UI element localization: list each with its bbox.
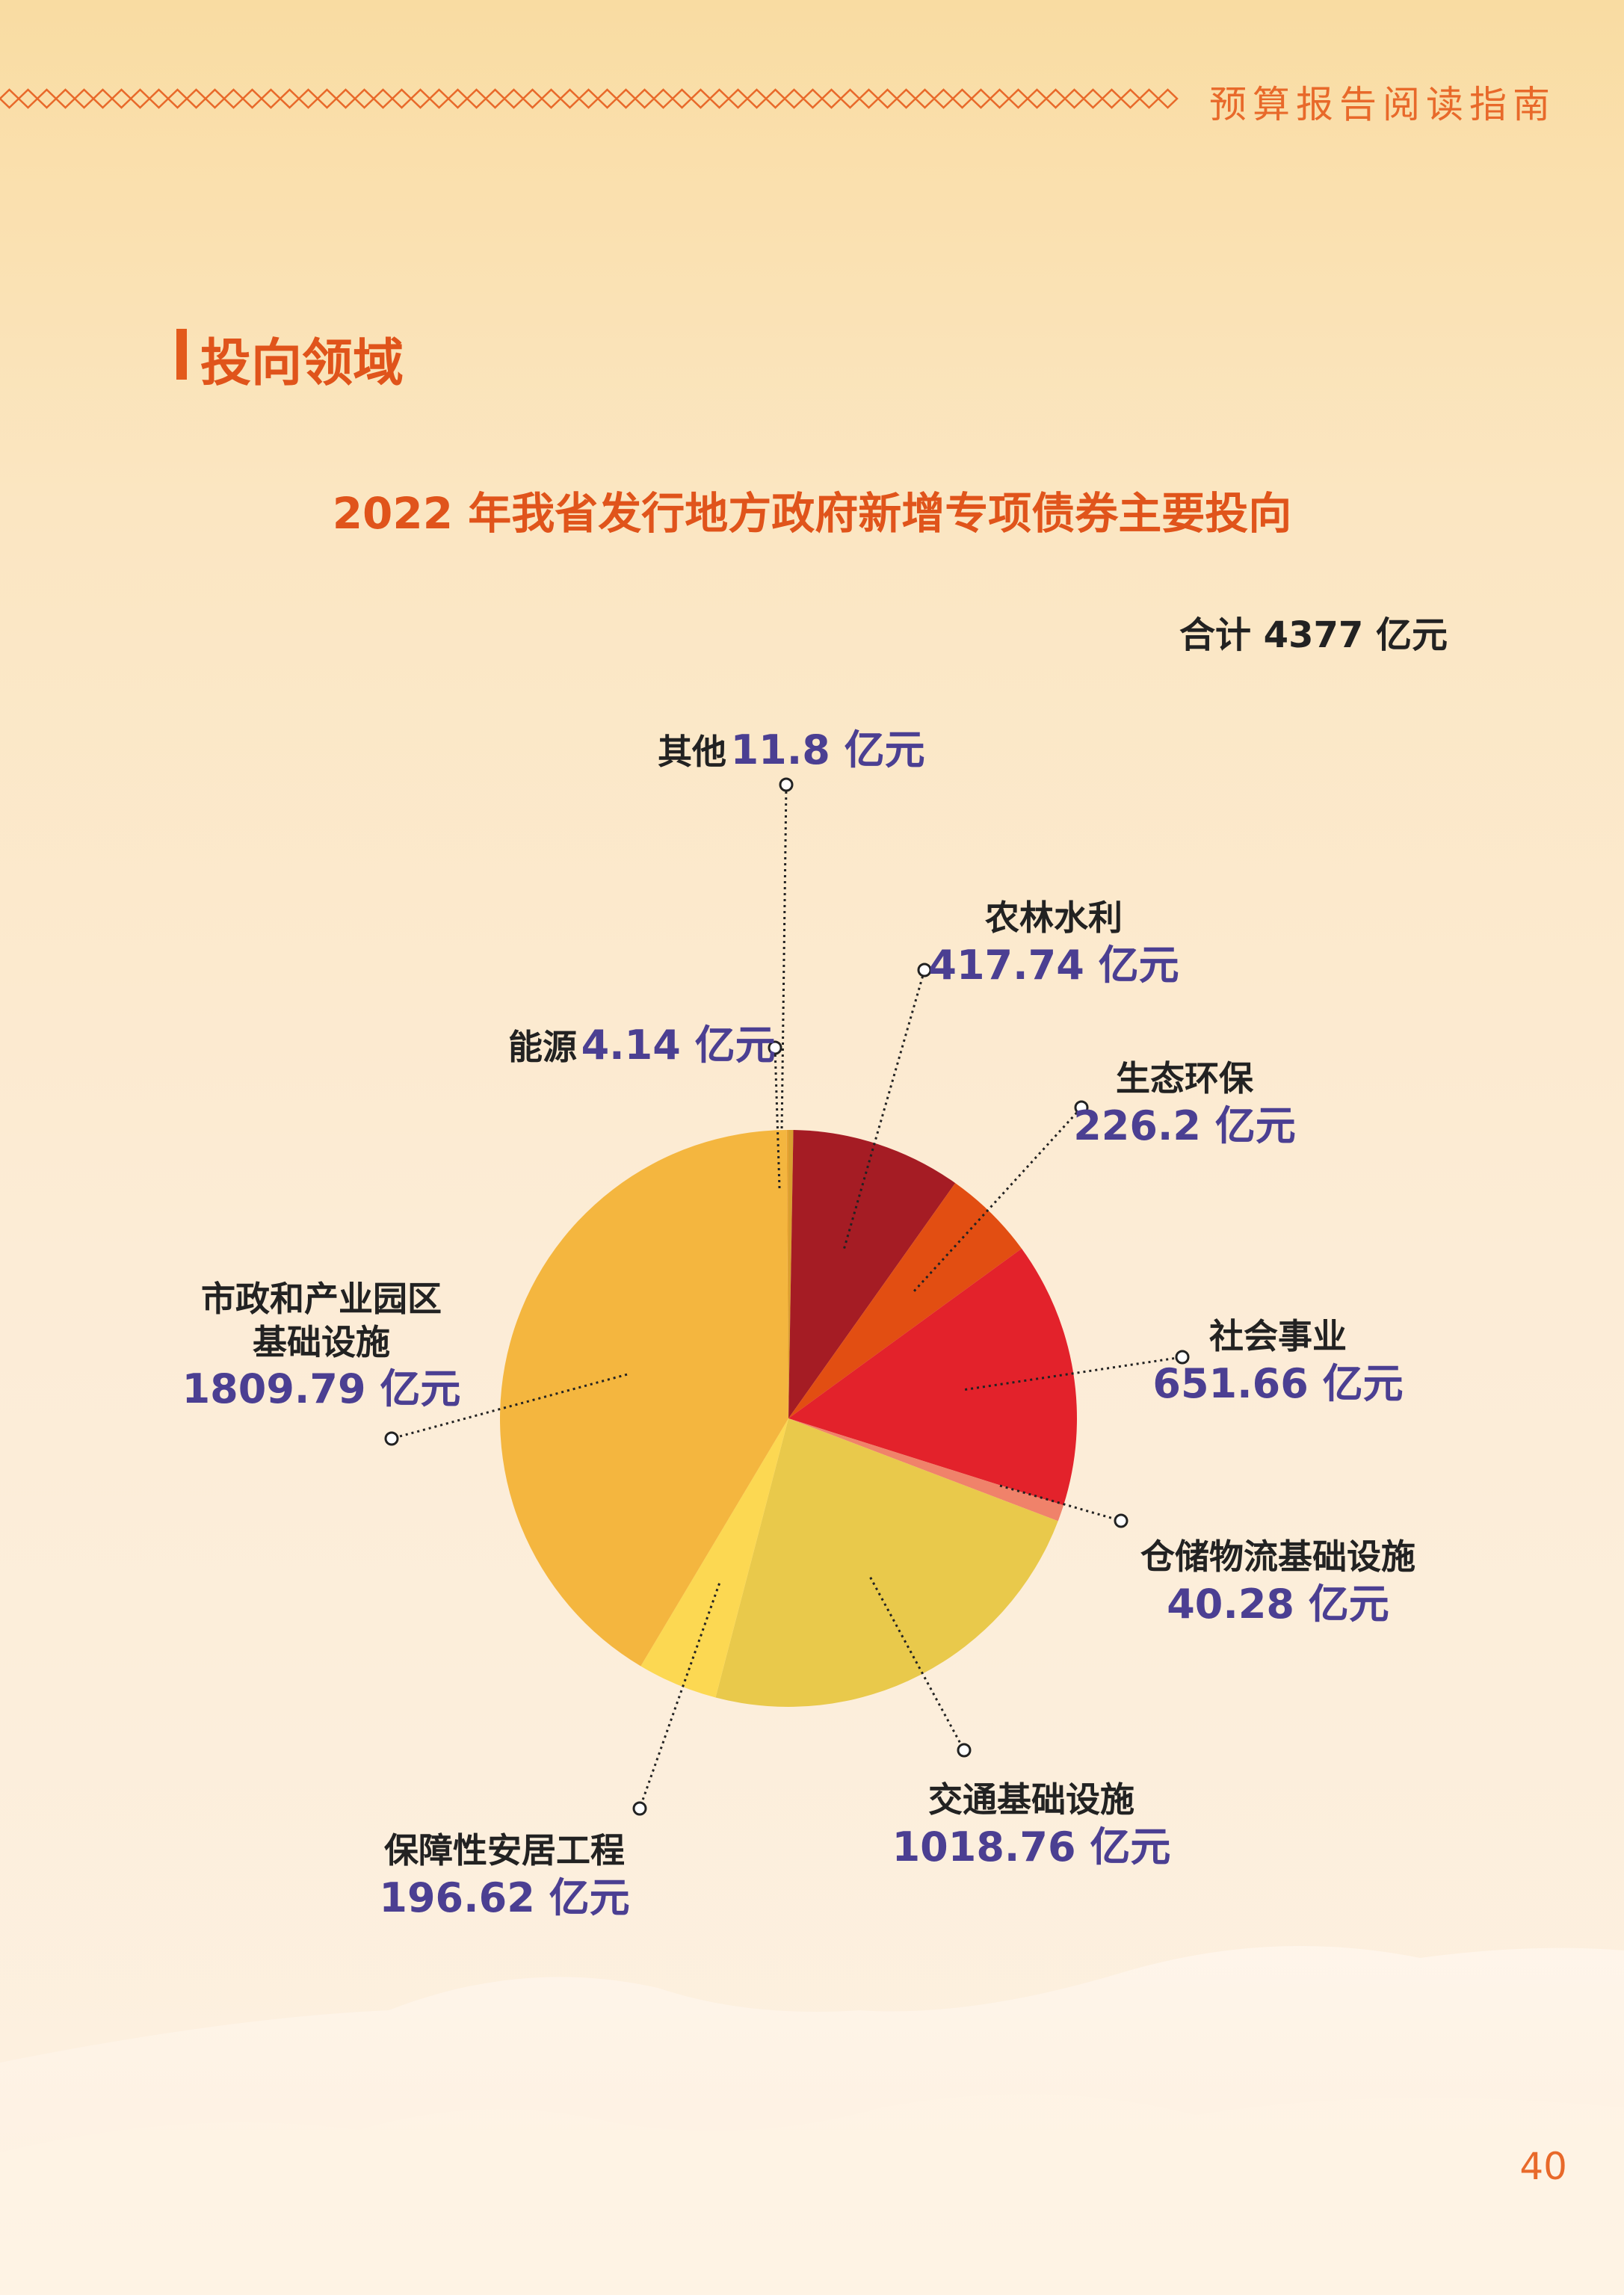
label-shizheng-unit: 亿元 [365, 1365, 461, 1412]
label-baozhang-unit: 亿元 [534, 1874, 630, 1921]
pie-slice-cangchu [788, 1418, 1064, 1522]
label-cangchu-unit: 亿元 [1294, 1580, 1389, 1628]
leader-line-qita [779, 784, 788, 1189]
pie-slice-shehui [788, 1248, 1077, 1506]
label-cangchu: 仓储物流基础设施 40.28 亿元 [1106, 1536, 1450, 1629]
label-nonglin-name: 农林水利 [985, 898, 1123, 938]
label-nengyuan-value: 4.14 [581, 1022, 681, 1069]
leader-dot-qita [779, 777, 794, 792]
label-nengyuan: 能源 4.14 亿元 [508, 1020, 776, 1071]
label-shengtai-name: 生态环保 [1116, 1058, 1253, 1099]
header-diamond-pattern [0, 88, 1179, 109]
leader-dot-cangchu [1114, 1513, 1129, 1528]
leader-line-nonglin [843, 969, 926, 1250]
label-qita-name: 其他 [658, 732, 726, 772]
label-baozhang-name: 保障性安居工程 [384, 1830, 625, 1871]
leader-dot-baozhang [632, 1801, 647, 1816]
leader-dot-shengtai [1074, 1100, 1089, 1115]
chart-total: 合计 4377 亿元 [1179, 614, 1448, 656]
leader-dot-nonglin [917, 963, 932, 977]
pie-slice-shengtai [788, 1183, 1022, 1418]
pie-slice-jiaotong [715, 1418, 1058, 1707]
leader-dot-shizheng [384, 1431, 399, 1446]
leader-dot-jiaotong [957, 1743, 972, 1758]
pie-slice-nonglin [788, 1130, 956, 1418]
label-nengyuan-name: 能源 [508, 1027, 577, 1067]
label-cangchu-name: 仓储物流基础设施 [1140, 1536, 1415, 1577]
label-shehui: 社会事业 651.66 亿元 [1143, 1315, 1412, 1409]
section-title: 投向领域 [200, 334, 404, 393]
label-shizheng-value: 1809.79 [182, 1365, 366, 1412]
label-baozhang-value: 196.62 [379, 1874, 535, 1921]
pie-slice-shizheng [500, 1130, 788, 1667]
label-shizheng-name-1: 市政和产业园区 [201, 1279, 442, 1319]
label-shehui-value: 651.66 [1152, 1359, 1309, 1407]
page-number: 40 [1519, 2145, 1567, 2188]
label-nonglin-unit: 亿元 [1084, 941, 1179, 989]
label-shehui-name: 社会事业 [1209, 1316, 1347, 1356]
label-qita-unit: 亿元 [830, 726, 925, 773]
leader-line-shehui [964, 1356, 1183, 1391]
pie-slice-qita [788, 1130, 794, 1418]
label-qita: 其他 11.8 亿元 [658, 725, 925, 776]
label-nonglin-value: 417.74 [928, 941, 1084, 989]
label-shizheng-name-2: 基础设施 [253, 1321, 390, 1362]
label-shengtai: 生态环保 226.2 亿元 [1069, 1057, 1300, 1151]
label-jiaotong-unit: 亿元 [1075, 1823, 1171, 1871]
pie-slice-nengyuan [786, 1130, 788, 1418]
label-shizheng: 市政和产业园区 基础设施 1809.79 亿元 [172, 1278, 471, 1415]
label-baozhang: 保障性安居工程 196.62 亿元 [355, 1829, 654, 1923]
leader-dot-shehui [1175, 1350, 1190, 1365]
label-qita-value: 11.8 [730, 726, 830, 773]
leader-line-baozhang [638, 1583, 720, 1809]
label-jiaotong-name: 交通基础设施 [928, 1779, 1134, 1820]
label-shengtai-unit: 亿元 [1201, 1102, 1296, 1149]
label-shengtai-value: 226.2 [1073, 1102, 1201, 1149]
leader-dot-nengyuan [768, 1040, 782, 1055]
label-nengyuan-unit: 亿元 [680, 1022, 776, 1069]
pie-slice-baozhang [640, 1418, 788, 1698]
label-jiaotong: 交通基础设施 1018.76 亿元 [882, 1779, 1181, 1872]
label-nonglin: 农林水利 417.74 亿元 [927, 897, 1181, 990]
label-shehui-unit: 亿元 [1308, 1359, 1404, 1407]
section-marker [176, 329, 187, 380]
label-jiaotong-value: 1018.76 [892, 1823, 1076, 1871]
chart-title: 2022 年我省发行地方政府新增专项债券主要投向 [332, 488, 1292, 539]
label-cangchu-value: 40.28 [1167, 1580, 1294, 1628]
header-title: 预算报告阅读指南 [1209, 83, 1556, 126]
leader-line-shizheng [391, 1373, 628, 1440]
